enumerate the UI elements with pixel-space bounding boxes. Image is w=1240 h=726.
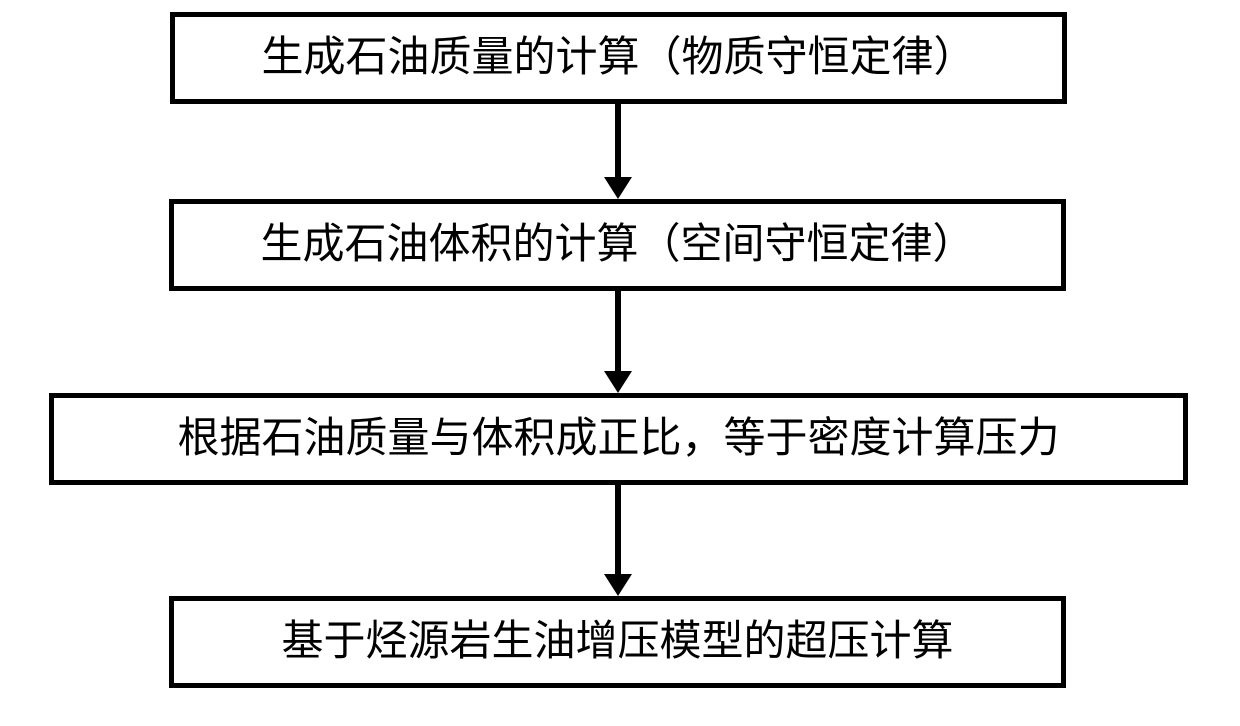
arrow-2-shaft — [615, 291, 621, 371]
flowchart-box-3: 根据石油质量与体积成正比，等于密度计算压力 — [49, 393, 1188, 485]
flowchart-box-1-label: 生成石油质量的计算（物质守恒定律） — [261, 35, 975, 81]
flowchart-box-3-label: 根据石油质量与体积成正比，等于密度计算压力 — [177, 416, 1059, 462]
flowchart-canvas: 生成石油质量的计算（物质守恒定律） 生成石油体积的计算（空间守恒定律） 根据石油… — [0, 0, 1240, 726]
arrow-3-shaft — [615, 485, 621, 574]
arrow-1-head-icon — [604, 177, 632, 199]
flowchart-box-4-label: 基于烃源岩生油增压模型的超压计算 — [281, 619, 953, 665]
flowchart-box-2-label: 生成石油体积的计算（空间守恒定律） — [260, 222, 974, 268]
arrow-1-shaft — [615, 104, 621, 177]
flowchart-box-2: 生成石油体积的计算（空间守恒定律） — [169, 199, 1066, 291]
arrow-3-head-icon — [604, 574, 632, 596]
arrow-2-head-icon — [604, 371, 632, 393]
flowchart-box-4: 基于烃源岩生油增压模型的超压计算 — [169, 596, 1066, 688]
flowchart-box-1: 生成石油质量的计算（物质守恒定律） — [170, 12, 1067, 104]
